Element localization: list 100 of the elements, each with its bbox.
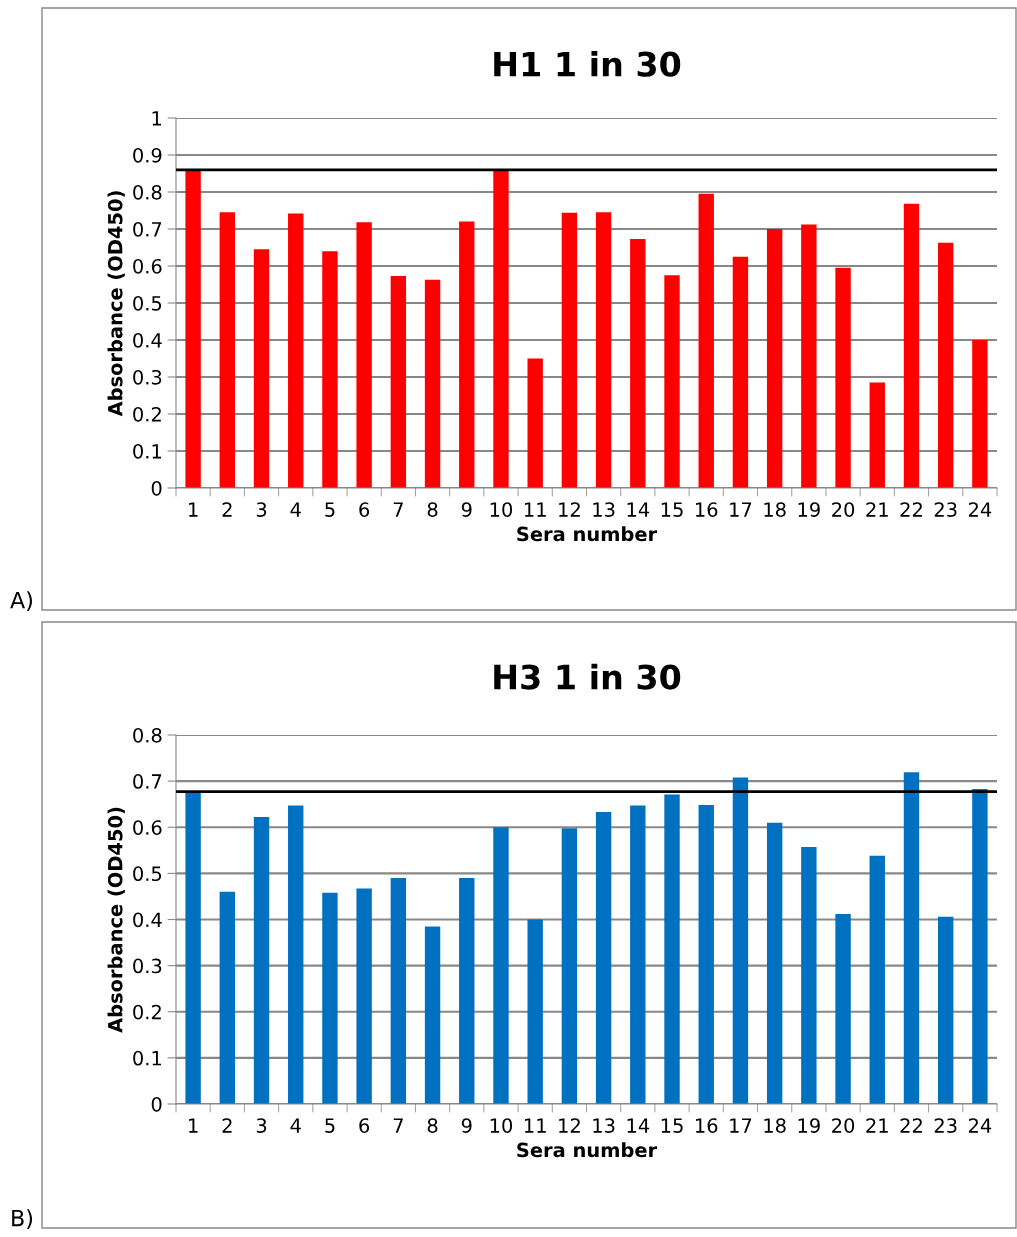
x-tick-label: 11 xyxy=(524,502,546,517)
x-tick-label: 22 xyxy=(900,502,922,517)
x-tick-label: 7 xyxy=(393,502,403,517)
x-tick-label: 9 xyxy=(461,502,472,517)
bar xyxy=(527,358,543,488)
x-tick-label: 4 xyxy=(290,1118,301,1133)
bar xyxy=(801,847,817,1104)
x-tick-label: 2 xyxy=(222,1118,232,1133)
x-tick-label: 11 xyxy=(524,1118,546,1133)
y-tick-label: 0.4 xyxy=(133,332,162,348)
y-tick-label: 0 xyxy=(151,480,162,496)
x-tick-label: 21 xyxy=(866,502,888,517)
x-tick-label: 16 xyxy=(695,1118,718,1133)
x-tick-label: 22 xyxy=(900,1118,922,1133)
x-tick-label: 8 xyxy=(427,502,438,517)
y-tick-label: 0.8 xyxy=(133,184,162,200)
bar xyxy=(253,249,270,488)
y-tick-label: 0.5 xyxy=(133,866,162,882)
x-tick-label: 21 xyxy=(866,1118,888,1133)
bar xyxy=(937,242,954,488)
y-tick-label: 0.5 xyxy=(133,295,162,311)
x-tick-label: 1 xyxy=(189,1118,198,1133)
y-axis-title: Absorbance (OD450) xyxy=(107,807,125,1033)
bar xyxy=(390,275,407,488)
x-tick-label: 20 xyxy=(832,502,855,517)
x-tick-label: 5 xyxy=(325,1118,335,1133)
y-tick-label: 0.7 xyxy=(133,221,162,237)
x-tick-label: 9 xyxy=(461,1118,472,1133)
y-tick-label: 0.4 xyxy=(133,912,162,928)
bar xyxy=(664,275,680,488)
bar xyxy=(766,822,783,1104)
bar xyxy=(219,212,236,488)
x-tick-label: 10 xyxy=(490,1118,513,1133)
bar xyxy=(527,919,543,1104)
bar xyxy=(801,224,817,488)
x-tick-label: 4 xyxy=(290,502,301,517)
bar xyxy=(185,792,201,1104)
bar xyxy=(219,891,236,1104)
bar xyxy=(835,267,851,488)
bar xyxy=(459,221,475,488)
bar xyxy=(493,169,509,488)
x-tick-label: 3 xyxy=(256,1118,267,1133)
bar xyxy=(424,279,441,488)
text: A) xyxy=(10,591,32,612)
y-axis-title: Absorbance (OD450) xyxy=(107,191,125,417)
y-tick-label: 0.1 xyxy=(133,1050,162,1066)
y-tick-label: 0.1 xyxy=(133,443,162,459)
x-tick-label: 7 xyxy=(393,1118,403,1133)
x-tick-label: 5 xyxy=(325,502,335,517)
bar xyxy=(390,877,407,1104)
y-tick-label: 0.2 xyxy=(133,1004,161,1020)
x-tick-label: 18 xyxy=(764,502,786,517)
y-tick-label: 0.3 xyxy=(133,369,162,385)
x-axis-title: Sera number xyxy=(517,1142,658,1158)
bar xyxy=(356,888,372,1104)
x-tick-label: 24 xyxy=(968,502,992,517)
x-tick-label: 16 xyxy=(695,502,718,517)
y-tick-label: 0.6 xyxy=(133,820,162,835)
x-tick-label: 8 xyxy=(427,1118,438,1133)
y-tick-label: 0.9 xyxy=(133,147,162,163)
y-tick-label: 0.7 xyxy=(133,774,162,789)
chart-title: H1 1 in 30 xyxy=(494,51,681,77)
bar xyxy=(322,251,338,488)
bar xyxy=(322,892,338,1104)
bar xyxy=(698,193,714,488)
bar xyxy=(630,238,646,488)
bar xyxy=(459,877,475,1104)
text: B) xyxy=(12,1209,33,1230)
x-tick-label: 15 xyxy=(661,502,683,517)
bar xyxy=(288,805,304,1104)
x-tick-label: 24 xyxy=(968,1118,992,1133)
bar xyxy=(903,772,920,1104)
x-tick-label: 13 xyxy=(593,1118,615,1133)
y-tick-label: 0 xyxy=(151,1096,162,1112)
bar xyxy=(937,916,954,1104)
y-tick-label: 1 xyxy=(152,111,162,126)
x-tick-label: 23 xyxy=(934,502,957,517)
bar xyxy=(595,212,612,488)
x-tick-label: 18 xyxy=(764,1118,786,1133)
y-tick-label: 0.6 xyxy=(133,258,162,274)
chart-title: H3 1 in 30 xyxy=(494,663,681,690)
bar xyxy=(424,926,441,1104)
x-tick-label: 6 xyxy=(359,502,370,517)
x-tick-label: 17 xyxy=(730,1118,752,1133)
x-axis-title: Sera number xyxy=(517,526,658,542)
bar xyxy=(664,794,680,1104)
x-tick-label: 14 xyxy=(627,1118,650,1133)
bar xyxy=(561,828,578,1104)
x-tick-label: 19 xyxy=(798,1118,820,1133)
bar xyxy=(356,222,372,488)
bar xyxy=(766,229,783,488)
bar xyxy=(595,812,612,1104)
bar xyxy=(732,256,749,488)
x-tick-label: 15 xyxy=(661,1118,683,1133)
bar xyxy=(835,913,851,1104)
bar xyxy=(903,203,920,488)
x-tick-label: 2 xyxy=(222,502,232,517)
x-tick-label: 17 xyxy=(730,502,752,517)
x-tick-label: 10 xyxy=(490,502,513,517)
x-tick-label: 6 xyxy=(359,1118,370,1133)
